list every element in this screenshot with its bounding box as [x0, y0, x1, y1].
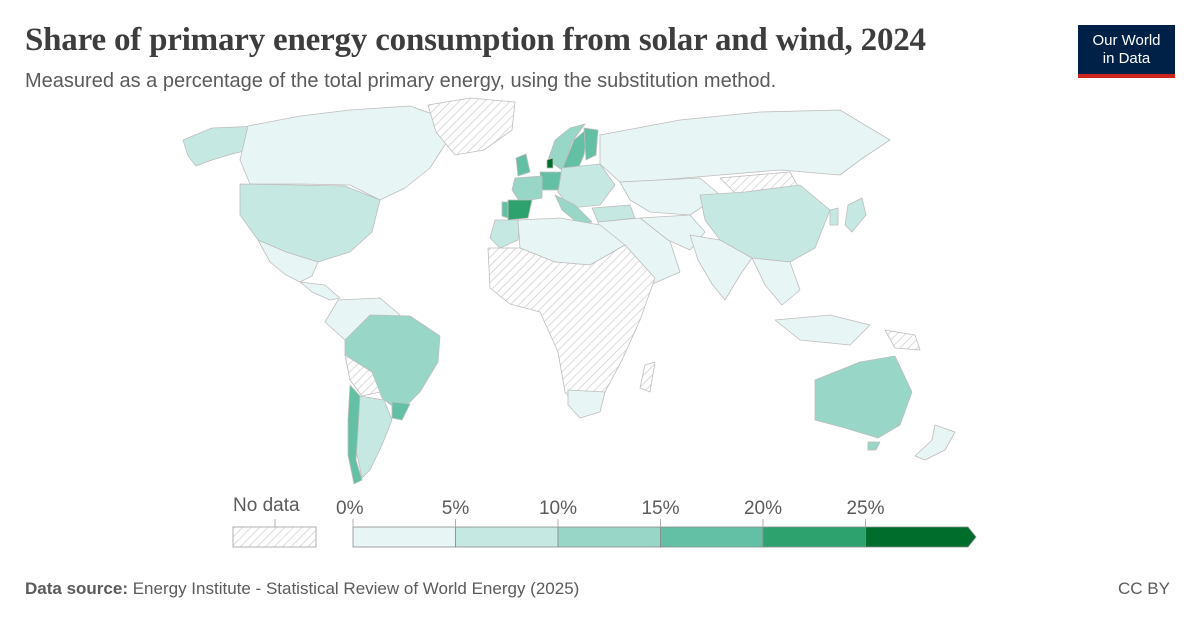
region-mexico[interactable] [257, 239, 319, 283]
region-spain[interactable] [507, 199, 533, 221]
license[interactable]: CC BY [1118, 579, 1170, 598]
region-korea[interactable] [829, 207, 839, 226]
region-france[interactable] [511, 175, 543, 203]
region-finland[interactable] [583, 127, 599, 161]
source-label: Data source: [25, 579, 128, 598]
region-indonesia[interactable] [774, 314, 871, 346]
region-china[interactable] [699, 184, 831, 263]
region-greenland[interactable] [427, 97, 516, 156]
legend-scale: 0% 5% 10% 15% 20% 25% [232, 498, 977, 548]
region-tasmania[interactable] [867, 441, 881, 451]
logo-line-2: in Data [1102, 49, 1151, 67]
logo-line-1: Our World [1092, 31, 1161, 49]
legend-bin-4[interactable] [762, 526, 866, 548]
legend-no-data-swatch[interactable] [232, 526, 317, 548]
footer-source: Data source: Energy Institute - Statisti… [25, 579, 579, 599]
region-denmark[interactable] [546, 157, 554, 169]
region-africa[interactable] [487, 244, 656, 411]
legend-tick-label-4: 20% [744, 498, 782, 519]
region-central-america[interactable] [299, 281, 341, 301]
region-alaska[interactable] [182, 125, 263, 167]
legend-bin-2[interactable] [557, 526, 661, 548]
region-argentina[interactable] [355, 395, 393, 479]
region-portugal[interactable] [501, 201, 509, 219]
legend-bin-3[interactable] [660, 526, 764, 548]
region-new-zealand[interactable] [914, 424, 956, 461]
region-bolivia[interactable] [344, 354, 381, 397]
region-south-africa[interactable] [567, 389, 606, 419]
region-united-states[interactable] [239, 183, 381, 263]
region-morocco[interactable] [489, 219, 521, 249]
legend-tick-label-3: 15% [641, 498, 679, 519]
legend-no-data-label: No data [233, 495, 300, 516]
chart-subtitle: Measured as a percentage of the total pr… [25, 70, 777, 92]
region-uruguay[interactable] [391, 401, 411, 421]
region-chile[interactable] [347, 384, 363, 485]
owid-logo[interactable]: Our World in Data [1078, 25, 1175, 78]
source-text[interactable]: Energy Institute - Statistical Review of… [132, 579, 580, 598]
legend-tick-label-2: 10% [539, 498, 577, 519]
legend-bin-0[interactable] [352, 526, 456, 548]
legend: No data 0% 5% 10% 15% 20% 25% [220, 490, 980, 560]
legend-tick-label-1: 5% [442, 498, 470, 519]
region-australia[interactable] [814, 355, 913, 439]
legend-tick-label-5: 25% [846, 498, 884, 519]
region-madagascar[interactable] [639, 361, 656, 393]
region-japan[interactable] [844, 197, 867, 233]
region-united-kingdom[interactable] [515, 153, 531, 177]
legend-tick-label-0: 0% [336, 498, 364, 519]
region-southeast-asia[interactable] [751, 257, 801, 306]
region-papua[interactable] [884, 329, 921, 351]
legend-bin-5[interactable] [865, 526, 977, 548]
region-india[interactable] [689, 234, 753, 301]
region-russia[interactable] [599, 109, 891, 183]
region-turkey[interactable] [591, 204, 636, 223]
legend-bin-1[interactable] [455, 526, 559, 548]
world-map[interactable] [0, 96, 1200, 486]
chart-title: Share of primary energy consumption from… [25, 22, 926, 58]
